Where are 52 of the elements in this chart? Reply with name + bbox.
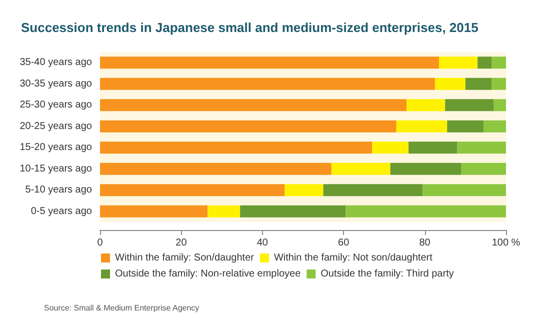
bar [439, 56, 478, 69]
bar [100, 184, 285, 196]
bar [447, 120, 484, 132]
y-tick-label: 5-10 years ago [25, 184, 92, 196]
bar [484, 120, 506, 132]
x-tick-label: 100 % [492, 238, 520, 248]
bar [331, 162, 390, 175]
bar [445, 99, 494, 112]
bar [100, 120, 396, 132]
bar [372, 142, 409, 154]
bar [434, 78, 466, 90]
bar [478, 56, 492, 69]
bar [100, 142, 372, 154]
bar [100, 99, 407, 112]
bar [100, 56, 440, 69]
x-tick-label: 20 [176, 238, 188, 248]
bar [422, 184, 506, 196]
bar [408, 142, 458, 154]
y-tick-label: 25-30 years ago [20, 100, 92, 111]
bar [100, 162, 332, 175]
bar [457, 142, 506, 154]
y-tick-label: 0-5 years ago [30, 206, 92, 217]
bar [461, 162, 506, 175]
y-tick-label: 10-15 years ago [20, 163, 92, 174]
bar [284, 184, 324, 196]
y-tick-label: 20-25 years ago [20, 120, 92, 132]
bar [240, 205, 346, 218]
x-tick-label: 80 [419, 238, 431, 248]
bar [390, 162, 462, 175]
bar [346, 205, 506, 218]
bar [494, 99, 506, 112]
bar [323, 184, 423, 196]
y-tick-label: 30-35 years ago [20, 78, 92, 90]
bar [208, 205, 240, 218]
legend-label: Outside the family: Non-relative employee [115, 268, 302, 280]
legend-label: Outside the family: Third party [320, 268, 454, 280]
bar [492, 78, 506, 90]
x-tick-label: 60 [338, 238, 350, 248]
bar [396, 120, 448, 132]
y-tick-label: 35-40 years ago [20, 57, 92, 68]
legend-label: Within the family: Not son/daughtert [274, 252, 433, 264]
y-tick-label: 15-20 years ago [20, 142, 92, 154]
x-tick-label: 40 [256, 238, 268, 248]
bar [492, 56, 506, 69]
bar [465, 78, 492, 90]
source-note: Source: Small & Medium Enterprise Agency [44, 304, 200, 312]
x-tick-label: 0 [97, 238, 104, 248]
bar [100, 205, 208, 218]
bar [100, 78, 435, 90]
bar [406, 99, 446, 112]
legend-label: Within the family: Son/daughter [115, 252, 255, 264]
chart-title: Succession trends in Japanese small and medium-sized enterprises, 2015 [21, 20, 478, 35]
